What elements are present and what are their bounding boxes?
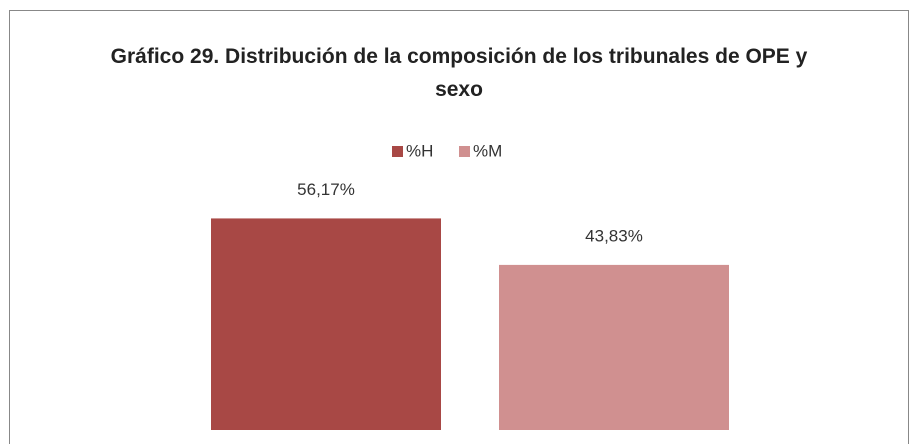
data-label: 56,17% [297,180,355,199]
legend-swatch [392,146,403,157]
bar [499,264,729,430]
legend-label: %M [473,141,502,160]
data-label: 43,83% [585,226,643,245]
bar [211,218,441,430]
chart-frame [9,10,909,444]
legend-label: %H [406,141,433,160]
chart-title: Gráfico 29. Distribución de la composici… [110,45,808,101]
legend-swatch [459,146,470,157]
